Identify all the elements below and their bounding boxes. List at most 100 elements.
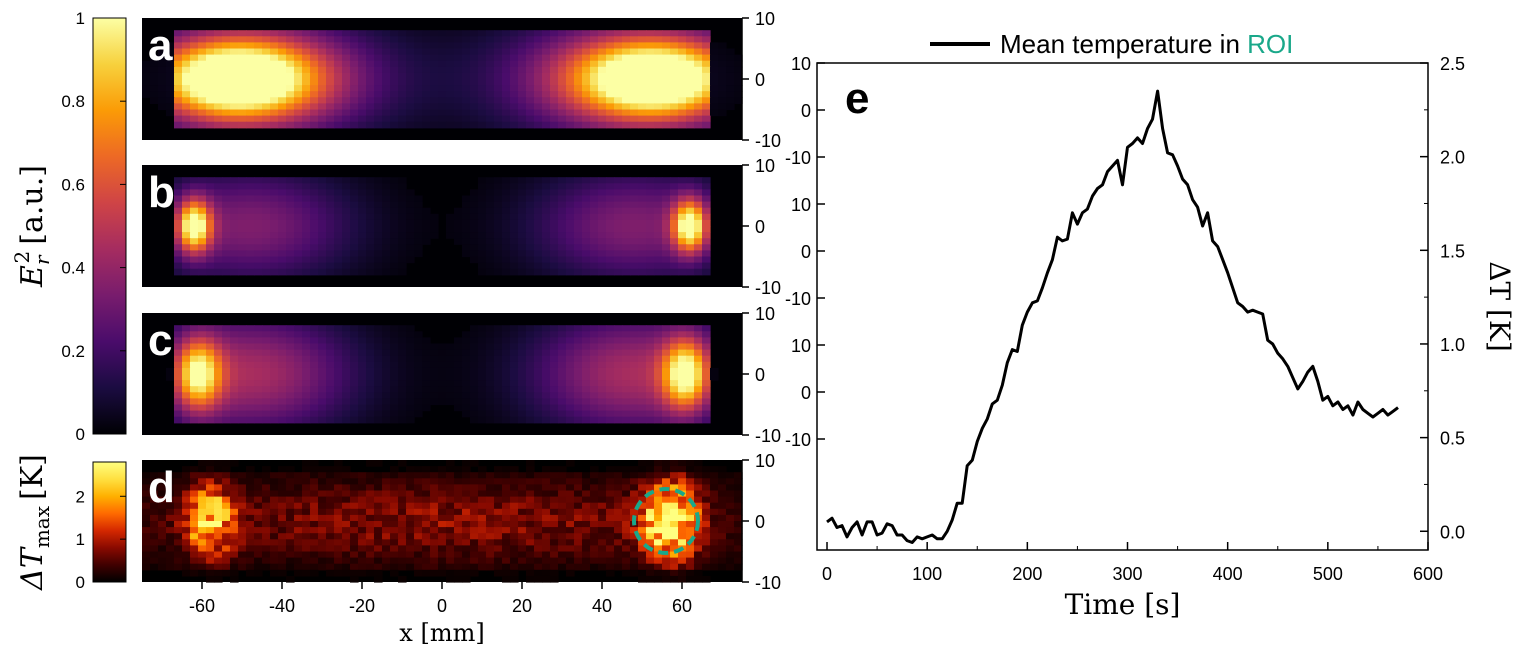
heatmap-cell xyxy=(518,472,527,479)
heatmap-cell xyxy=(230,103,239,111)
heatmap-cell xyxy=(582,337,591,345)
heatmap-cell xyxy=(686,460,695,467)
heatmap-cell xyxy=(542,268,551,276)
heatmap-cell xyxy=(494,386,503,393)
heatmap-cell xyxy=(518,349,527,357)
heatmap-cell xyxy=(462,508,471,516)
heatmap-cell xyxy=(318,551,327,559)
heatmap-cell xyxy=(486,256,495,264)
heatmap-cell xyxy=(494,256,503,264)
heatmap-cell xyxy=(638,72,647,80)
heatmap-cell xyxy=(550,349,559,357)
panel-c: 100-10c xyxy=(142,304,781,446)
heatmap-cell xyxy=(422,551,431,559)
heatmap-cell xyxy=(654,514,663,522)
heatmap-cell xyxy=(182,60,191,68)
heatmap-cell xyxy=(470,361,479,369)
heatmap-cell xyxy=(206,527,215,534)
heatmap-cell xyxy=(710,478,719,485)
heatmap-cell xyxy=(550,189,559,197)
heatmap-cell xyxy=(238,490,247,498)
heatmap-cell xyxy=(390,226,399,233)
heatmap-cell xyxy=(454,545,463,553)
heatmap-cell xyxy=(414,404,423,412)
heatmap-cell xyxy=(630,268,639,276)
heatmap-cell xyxy=(390,545,399,553)
heatmap-cell xyxy=(686,262,695,270)
heatmap-cell xyxy=(502,563,511,571)
heatmap-cell xyxy=(158,514,167,522)
heatmap-cell xyxy=(646,250,655,258)
heatmap-cell xyxy=(414,103,423,111)
heatmap-cell xyxy=(406,374,415,381)
heatmap-cell xyxy=(630,226,639,233)
heatmap-cell xyxy=(590,496,599,504)
heatmap-cell xyxy=(534,563,543,571)
heatmap-cell xyxy=(342,201,351,209)
heatmap-cell xyxy=(198,115,207,123)
heatmap-cell xyxy=(582,325,591,332)
heatmap-cell xyxy=(622,374,631,381)
heatmap-cell xyxy=(710,54,719,62)
heatmap-cell xyxy=(190,343,199,351)
heatmap-cell xyxy=(198,514,207,522)
heatmap-cell xyxy=(190,484,199,492)
heatmap-cell xyxy=(662,219,671,227)
heatmap-cell xyxy=(310,349,319,357)
heatmap-cell xyxy=(294,545,303,553)
heatmap-cell xyxy=(638,60,647,68)
heatmap-cell xyxy=(502,226,511,233)
heatmap-cell xyxy=(350,386,359,393)
heatmap-cell xyxy=(230,355,239,363)
heatmap-cell xyxy=(662,48,671,56)
heatmap-cell xyxy=(526,374,535,381)
heatmap-cell xyxy=(142,551,151,559)
heatmap-cell xyxy=(310,343,319,351)
heatmap-cell xyxy=(182,36,191,43)
heatmap-cell xyxy=(614,533,623,540)
heatmap-cell xyxy=(302,539,311,546)
heatmap-cell xyxy=(318,331,327,338)
heatmap-cell xyxy=(382,502,391,510)
heatmap-cell xyxy=(230,268,239,276)
heatmap-cell xyxy=(478,36,487,43)
heatmap-cell xyxy=(494,551,503,559)
heatmap-cell xyxy=(670,325,679,332)
heatmap-cell xyxy=(646,226,655,233)
heatmap-cell xyxy=(198,250,207,258)
heatmap-cell xyxy=(278,97,287,104)
heatmap-cell xyxy=(582,268,591,276)
heatmap-cell xyxy=(238,189,247,197)
heatmap-cell xyxy=(326,551,335,559)
heatmap-cell xyxy=(254,177,263,184)
heatmap-cell xyxy=(694,386,703,393)
heatmap-cell xyxy=(510,48,519,56)
heatmap-cell xyxy=(238,367,247,375)
heatmap-cell xyxy=(390,551,399,559)
heatmap-cell xyxy=(310,551,319,559)
heatmap-cell xyxy=(286,72,295,80)
heatmap-cell xyxy=(238,79,247,86)
heatmap-cell xyxy=(230,189,239,197)
heatmap-cell xyxy=(246,244,255,251)
heatmap-cell xyxy=(598,325,607,332)
heatmap-cell xyxy=(598,72,607,80)
panel-c-y-tick-label: 10 xyxy=(755,304,775,324)
heatmap-cell xyxy=(454,219,463,227)
heatmap-cell xyxy=(446,66,455,74)
heatmap-cell xyxy=(638,490,647,498)
heatmap-cell xyxy=(174,533,183,540)
heatmap-cell xyxy=(542,557,551,565)
heatmap-cell xyxy=(590,563,599,571)
heatmap-cell xyxy=(254,502,263,510)
heatmap-cell xyxy=(382,551,391,559)
heatmap-cell xyxy=(614,36,623,43)
heatmap-cell xyxy=(326,349,335,357)
heatmap-cell xyxy=(494,238,503,245)
heatmap-cell xyxy=(382,331,391,338)
heatmap-cell xyxy=(654,569,663,577)
heatmap-cell xyxy=(334,42,343,50)
heatmap-cell xyxy=(710,508,719,516)
heatmap-cell xyxy=(598,60,607,68)
heatmap-cell xyxy=(342,66,351,74)
